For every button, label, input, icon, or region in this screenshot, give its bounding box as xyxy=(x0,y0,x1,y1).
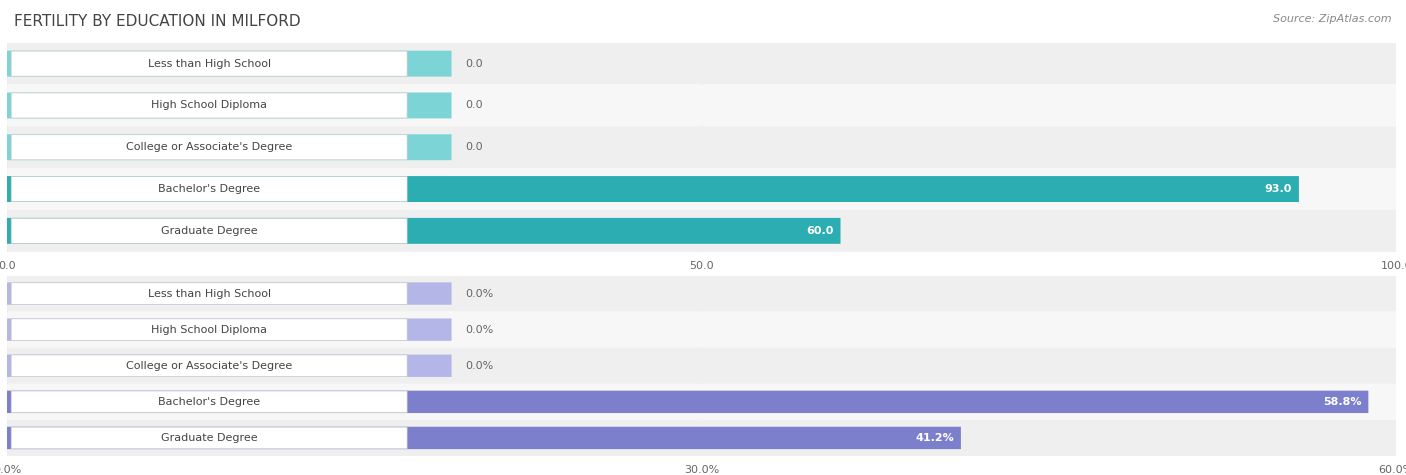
Text: 0.0%: 0.0% xyxy=(465,324,494,335)
Text: Less than High School: Less than High School xyxy=(148,288,271,299)
Text: Graduate Degree: Graduate Degree xyxy=(160,226,257,236)
Text: 0.0: 0.0 xyxy=(465,100,484,111)
FancyBboxPatch shape xyxy=(7,276,1396,312)
FancyBboxPatch shape xyxy=(11,93,408,118)
Text: High School Diploma: High School Diploma xyxy=(152,324,267,335)
Text: Graduate Degree: Graduate Degree xyxy=(160,433,257,443)
FancyBboxPatch shape xyxy=(7,176,1299,202)
FancyBboxPatch shape xyxy=(7,126,1396,168)
FancyBboxPatch shape xyxy=(11,177,408,201)
Text: College or Associate's Degree: College or Associate's Degree xyxy=(127,142,292,152)
FancyBboxPatch shape xyxy=(7,354,451,377)
FancyBboxPatch shape xyxy=(7,218,841,244)
FancyBboxPatch shape xyxy=(11,218,408,243)
FancyBboxPatch shape xyxy=(7,427,960,449)
FancyBboxPatch shape xyxy=(7,390,1368,413)
Text: 0.0%: 0.0% xyxy=(465,361,494,371)
FancyBboxPatch shape xyxy=(11,427,408,449)
FancyBboxPatch shape xyxy=(7,85,1396,126)
Text: 0.0%: 0.0% xyxy=(465,288,494,299)
Text: Bachelor's Degree: Bachelor's Degree xyxy=(157,397,260,407)
FancyBboxPatch shape xyxy=(7,420,1396,456)
FancyBboxPatch shape xyxy=(11,319,408,341)
Text: 41.2%: 41.2% xyxy=(915,433,953,443)
Text: 0.0: 0.0 xyxy=(465,58,484,69)
Text: High School Diploma: High School Diploma xyxy=(152,100,267,111)
Text: FERTILITY BY EDUCATION IN MILFORD: FERTILITY BY EDUCATION IN MILFORD xyxy=(14,14,301,29)
FancyBboxPatch shape xyxy=(7,134,451,160)
FancyBboxPatch shape xyxy=(11,283,408,304)
FancyBboxPatch shape xyxy=(7,43,1396,85)
Text: Bachelor's Degree: Bachelor's Degree xyxy=(157,184,260,194)
Text: 93.0: 93.0 xyxy=(1264,184,1292,194)
FancyBboxPatch shape xyxy=(7,282,451,305)
Text: College or Associate's Degree: College or Associate's Degree xyxy=(127,361,292,371)
FancyBboxPatch shape xyxy=(7,348,1396,384)
FancyBboxPatch shape xyxy=(7,93,451,118)
FancyBboxPatch shape xyxy=(7,210,1396,252)
FancyBboxPatch shape xyxy=(7,384,1396,420)
Text: Source: ZipAtlas.com: Source: ZipAtlas.com xyxy=(1274,14,1392,24)
FancyBboxPatch shape xyxy=(7,312,1396,348)
FancyBboxPatch shape xyxy=(11,135,408,160)
FancyBboxPatch shape xyxy=(7,51,451,76)
Text: 0.0: 0.0 xyxy=(465,142,484,152)
FancyBboxPatch shape xyxy=(11,391,408,413)
FancyBboxPatch shape xyxy=(7,318,451,341)
FancyBboxPatch shape xyxy=(11,51,408,76)
Text: 60.0: 60.0 xyxy=(806,226,834,236)
FancyBboxPatch shape xyxy=(7,168,1396,210)
Text: 58.8%: 58.8% xyxy=(1323,397,1361,407)
Text: Less than High School: Less than High School xyxy=(148,58,271,69)
FancyBboxPatch shape xyxy=(11,355,408,377)
